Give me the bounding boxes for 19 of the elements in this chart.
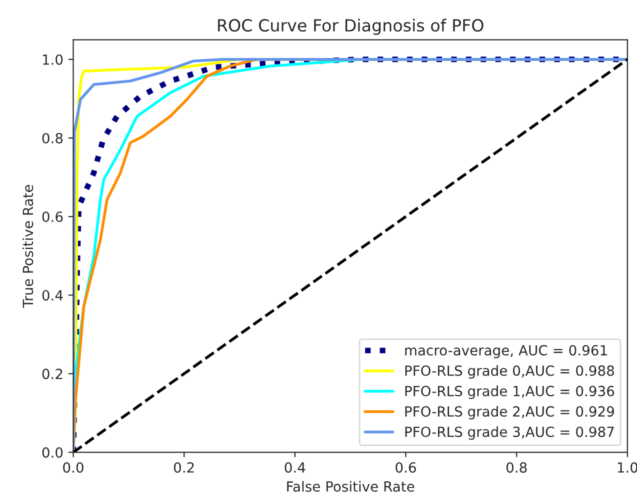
- x-axis-title: False Positive Rate: [287, 480, 414, 492]
- x-tick-label: 0.6: [396, 462, 416, 473]
- y-tick-label: 1.0: [42, 54, 63, 65]
- x-tick-label: 0.2: [174, 462, 194, 473]
- y-tick-label: 0.2: [42, 368, 62, 380]
- y-tick-label: 0.8: [42, 132, 63, 144]
- chart-title: ROC Curve For Diagnosis of PFO: [218, 18, 484, 35]
- legend-label: PFO-RLS grade 2,AUC = 0.929: [405, 406, 614, 420]
- legend-label: PFO-RLS grade 3,AUC = 0.987: [405, 426, 614, 440]
- legend-label: PFO-RLS grade 0,AUC = 0.988: [405, 365, 614, 379]
- legend-label: PFO-RLS grade 1,AUC = 0.936: [405, 386, 614, 399]
- y-tick-label: 0.4: [42, 290, 63, 301]
- x-tick-label: 0.4: [284, 462, 306, 473]
- y-tick-label: 0.0: [42, 447, 63, 458]
- x-tick-label: 0.0: [63, 462, 84, 473]
- legend-label: macro-average, AUC = 0.961: [405, 345, 607, 358]
- y-tick-label: 0.6: [42, 212, 63, 222]
- y-axis-title: True Positive Rate: [22, 184, 34, 308]
- x-tick-label: 0.8: [506, 462, 527, 473]
